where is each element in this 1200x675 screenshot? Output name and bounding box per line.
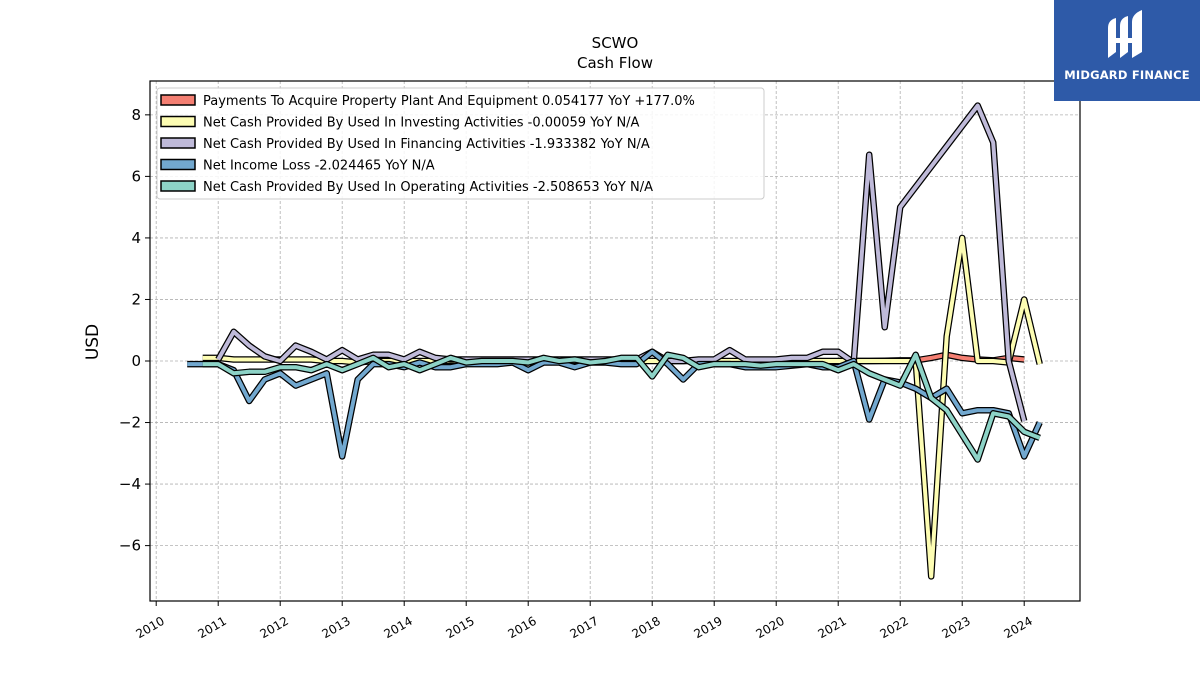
y-tick-label: 4: [131, 229, 141, 247]
brand-name: MIDGARD FINANCE: [1064, 68, 1190, 82]
x-tick-label: 2019: [691, 614, 724, 641]
y-tick-label: 0: [131, 352, 141, 370]
x-tick-label: 2021: [815, 614, 848, 641]
x-tick-label: 2017: [567, 614, 600, 641]
legend-swatch: [160, 94, 196, 106]
y-tick-label: 2: [131, 290, 141, 308]
chart-title: SCWO: [592, 34, 639, 52]
legend-entry: Net Cash Provided By Used In Investing A…: [203, 116, 640, 131]
series-line-1: [202, 235, 1042, 579]
legend-swatch: [160, 137, 196, 149]
series-outline-1: [202, 234, 1043, 580]
legend-entry: Payments To Acquire Property Plant And E…: [203, 94, 695, 109]
legend: Payments To Acquire Property Plant And E…: [156, 87, 765, 200]
legend-entry: Net Cash Provided By Used In Financing A…: [203, 137, 650, 152]
x-tick-label: 2010: [133, 614, 166, 641]
x-tick-label: 2011: [195, 614, 228, 641]
x-tick-label: 2018: [629, 614, 662, 641]
y-tick-label: 8: [131, 106, 141, 124]
plot-frame: [149, 80, 1081, 602]
x-tick-label: 2023: [939, 614, 972, 641]
x-tick-label: 2016: [505, 614, 538, 641]
y-axis-label: USD: [83, 324, 103, 360]
chart-subtitle: Cash Flow: [577, 54, 653, 72]
x-tick-label: 2013: [319, 614, 352, 641]
x-tick-label: 2024: [1001, 614, 1034, 641]
brand-logo: MIDGARD FINANCE: [1054, 0, 1200, 101]
x-tick-label: 2015: [443, 614, 476, 641]
y-tick-label: −6: [119, 537, 141, 555]
legend-swatch: [160, 180, 196, 192]
y-tick-label: −4: [119, 475, 141, 493]
x-tick-label: 2020: [753, 614, 786, 641]
legend-box: [156, 87, 765, 200]
y-axis-ticks: −6 −4 −2 0 2 4 6 8: [119, 106, 150, 555]
midgard-finance-logo-icon: [1108, 10, 1142, 58]
x-tick-label: 2022: [877, 614, 910, 641]
y-tick-label: 6: [131, 167, 141, 185]
x-tick-label: 2012: [257, 614, 290, 641]
x-tick-label: 2014: [381, 614, 414, 641]
legend-swatch: [160, 115, 196, 128]
y-tick-label: −2: [119, 414, 141, 432]
legend-entry: Net Income Loss -2.024465 YoY N/A: [203, 159, 435, 174]
series-line-4: [202, 352, 1041, 462]
series-lines: [187, 102, 1043, 580]
legend-swatch: [160, 158, 196, 171]
x-axis-ticks: 2010 2011 2012 2013 2014 2015 2016 2017 2018 2019…: [133, 601, 1035, 641]
legend-entry: Net Cash Provided By Used In Operating A…: [203, 180, 653, 195]
